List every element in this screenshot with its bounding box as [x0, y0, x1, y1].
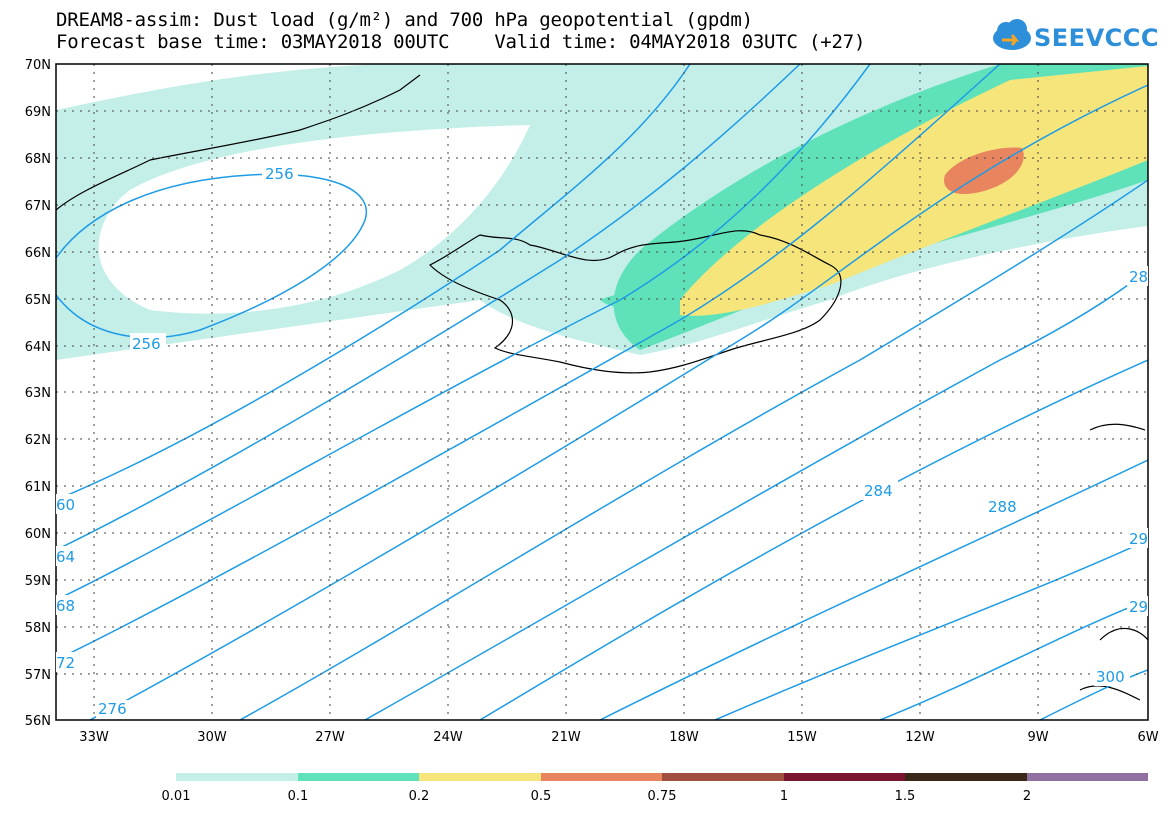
colorbar [176, 773, 1148, 781]
geopotential-contours [56, 64, 1148, 720]
colorbar-swatch [176, 773, 298, 781]
contour-label: 72 [56, 654, 75, 672]
lat-label: 57N [25, 668, 51, 683]
contour-label: 29 [1129, 530, 1148, 548]
contour-label: 256 [265, 165, 294, 183]
lon-label: 24W [433, 730, 463, 745]
lon-label: 12W [905, 730, 935, 745]
lat-label: 59N [25, 574, 51, 589]
colorbar-swatch [1027, 773, 1148, 781]
lat-label: 68N [25, 152, 51, 167]
contour-labels: 256 256 60 64 68 72 276 284 288 28 29 29… [56, 163, 1148, 718]
logo-text: SEEVCCC [1034, 24, 1159, 52]
colorbar-swatch [662, 773, 784, 781]
lon-label: 21W [551, 730, 581, 745]
scotland-coast [1079, 627, 1148, 701]
contour-label: 60 [56, 496, 75, 514]
colorbar-swatch [541, 773, 662, 781]
contour-label: 28 [1129, 268, 1148, 286]
lat-label: 58N [25, 621, 51, 636]
contour-label: 276 [98, 700, 127, 718]
contour-label: 64 [56, 548, 75, 566]
colorbar-label: 0.1 [288, 789, 309, 804]
contour-label: 284 [864, 482, 893, 500]
colorbar-label: 0.5 [531, 789, 552, 804]
lon-label: 27W [315, 730, 345, 745]
lat-label: 61N [25, 480, 51, 495]
colorbar-swatch [298, 773, 419, 781]
iceland-coast [428, 230, 842, 374]
colorbar-swatch [905, 773, 1027, 781]
seevccc-logo: SEEVCCC [990, 16, 1159, 64]
lat-label: 70N [25, 58, 51, 73]
latitude-labels: 70N 69N 68N 67N 66N 65N 64N 63N 62N 61N … [25, 58, 51, 729]
lat-label: 60N [25, 527, 51, 542]
lon-label: 15W [787, 730, 817, 745]
colorbar-label: 0.2 [409, 789, 430, 804]
contour-label: 68 [56, 597, 75, 615]
colorbar-swatch [784, 773, 905, 781]
map-title: DREAM8-assim: Dust load (g/m²) and 700 h… [56, 9, 753, 31]
colorbar-label: 2 [1023, 789, 1031, 804]
lat-label: 63N [25, 386, 51, 401]
lat-label: 69N [25, 105, 51, 120]
longitude-labels: 33W 30W 27W 24W 21W 18W 15W 12W 9W 6W [79, 730, 1158, 745]
lat-label: 62N [25, 433, 51, 448]
contour-label: 29 [1129, 598, 1148, 616]
colorbar-label: 1 [780, 789, 788, 804]
lon-label: 9W [1027, 730, 1048, 745]
colorbar-label: 0.01 [162, 789, 191, 804]
colorbar-label: 0.75 [648, 789, 677, 804]
map-frame [55, 63, 1149, 721]
coastlines [56, 74, 1148, 701]
dust-band-0-5 [944, 147, 1024, 195]
dust-fields [56, 64, 1148, 360]
colorbar-labels: 0.01 0.1 0.2 0.5 0.75 1 1.5 2 [162, 789, 1032, 804]
faroe-coast [1089, 423, 1146, 431]
contour-label: 256 [132, 335, 161, 353]
dust-band-0-2 [680, 66, 1148, 316]
forecast-time-line: Forecast base time: 03MAY2018 00UTC Vali… [56, 31, 866, 53]
contour-label: 300 [1096, 668, 1125, 686]
lat-label: 56N [25, 714, 51, 729]
lon-label: 6W [1137, 730, 1158, 745]
greenland-coast [56, 74, 421, 211]
lat-label: 64N [25, 340, 51, 355]
grid-lines [56, 64, 1148, 720]
colorbar-label: 1.5 [895, 789, 916, 804]
colorbar-swatch [419, 773, 541, 781]
cloud-arrow-icon [993, 19, 1031, 50]
lat-label: 67N [25, 199, 51, 214]
lat-label: 65N [25, 293, 51, 308]
lon-label: 18W [669, 730, 699, 745]
lon-label: 30W [197, 730, 227, 745]
lat-label: 66N [25, 246, 51, 261]
contour-label: 288 [988, 498, 1017, 516]
lon-label: 33W [79, 730, 109, 745]
